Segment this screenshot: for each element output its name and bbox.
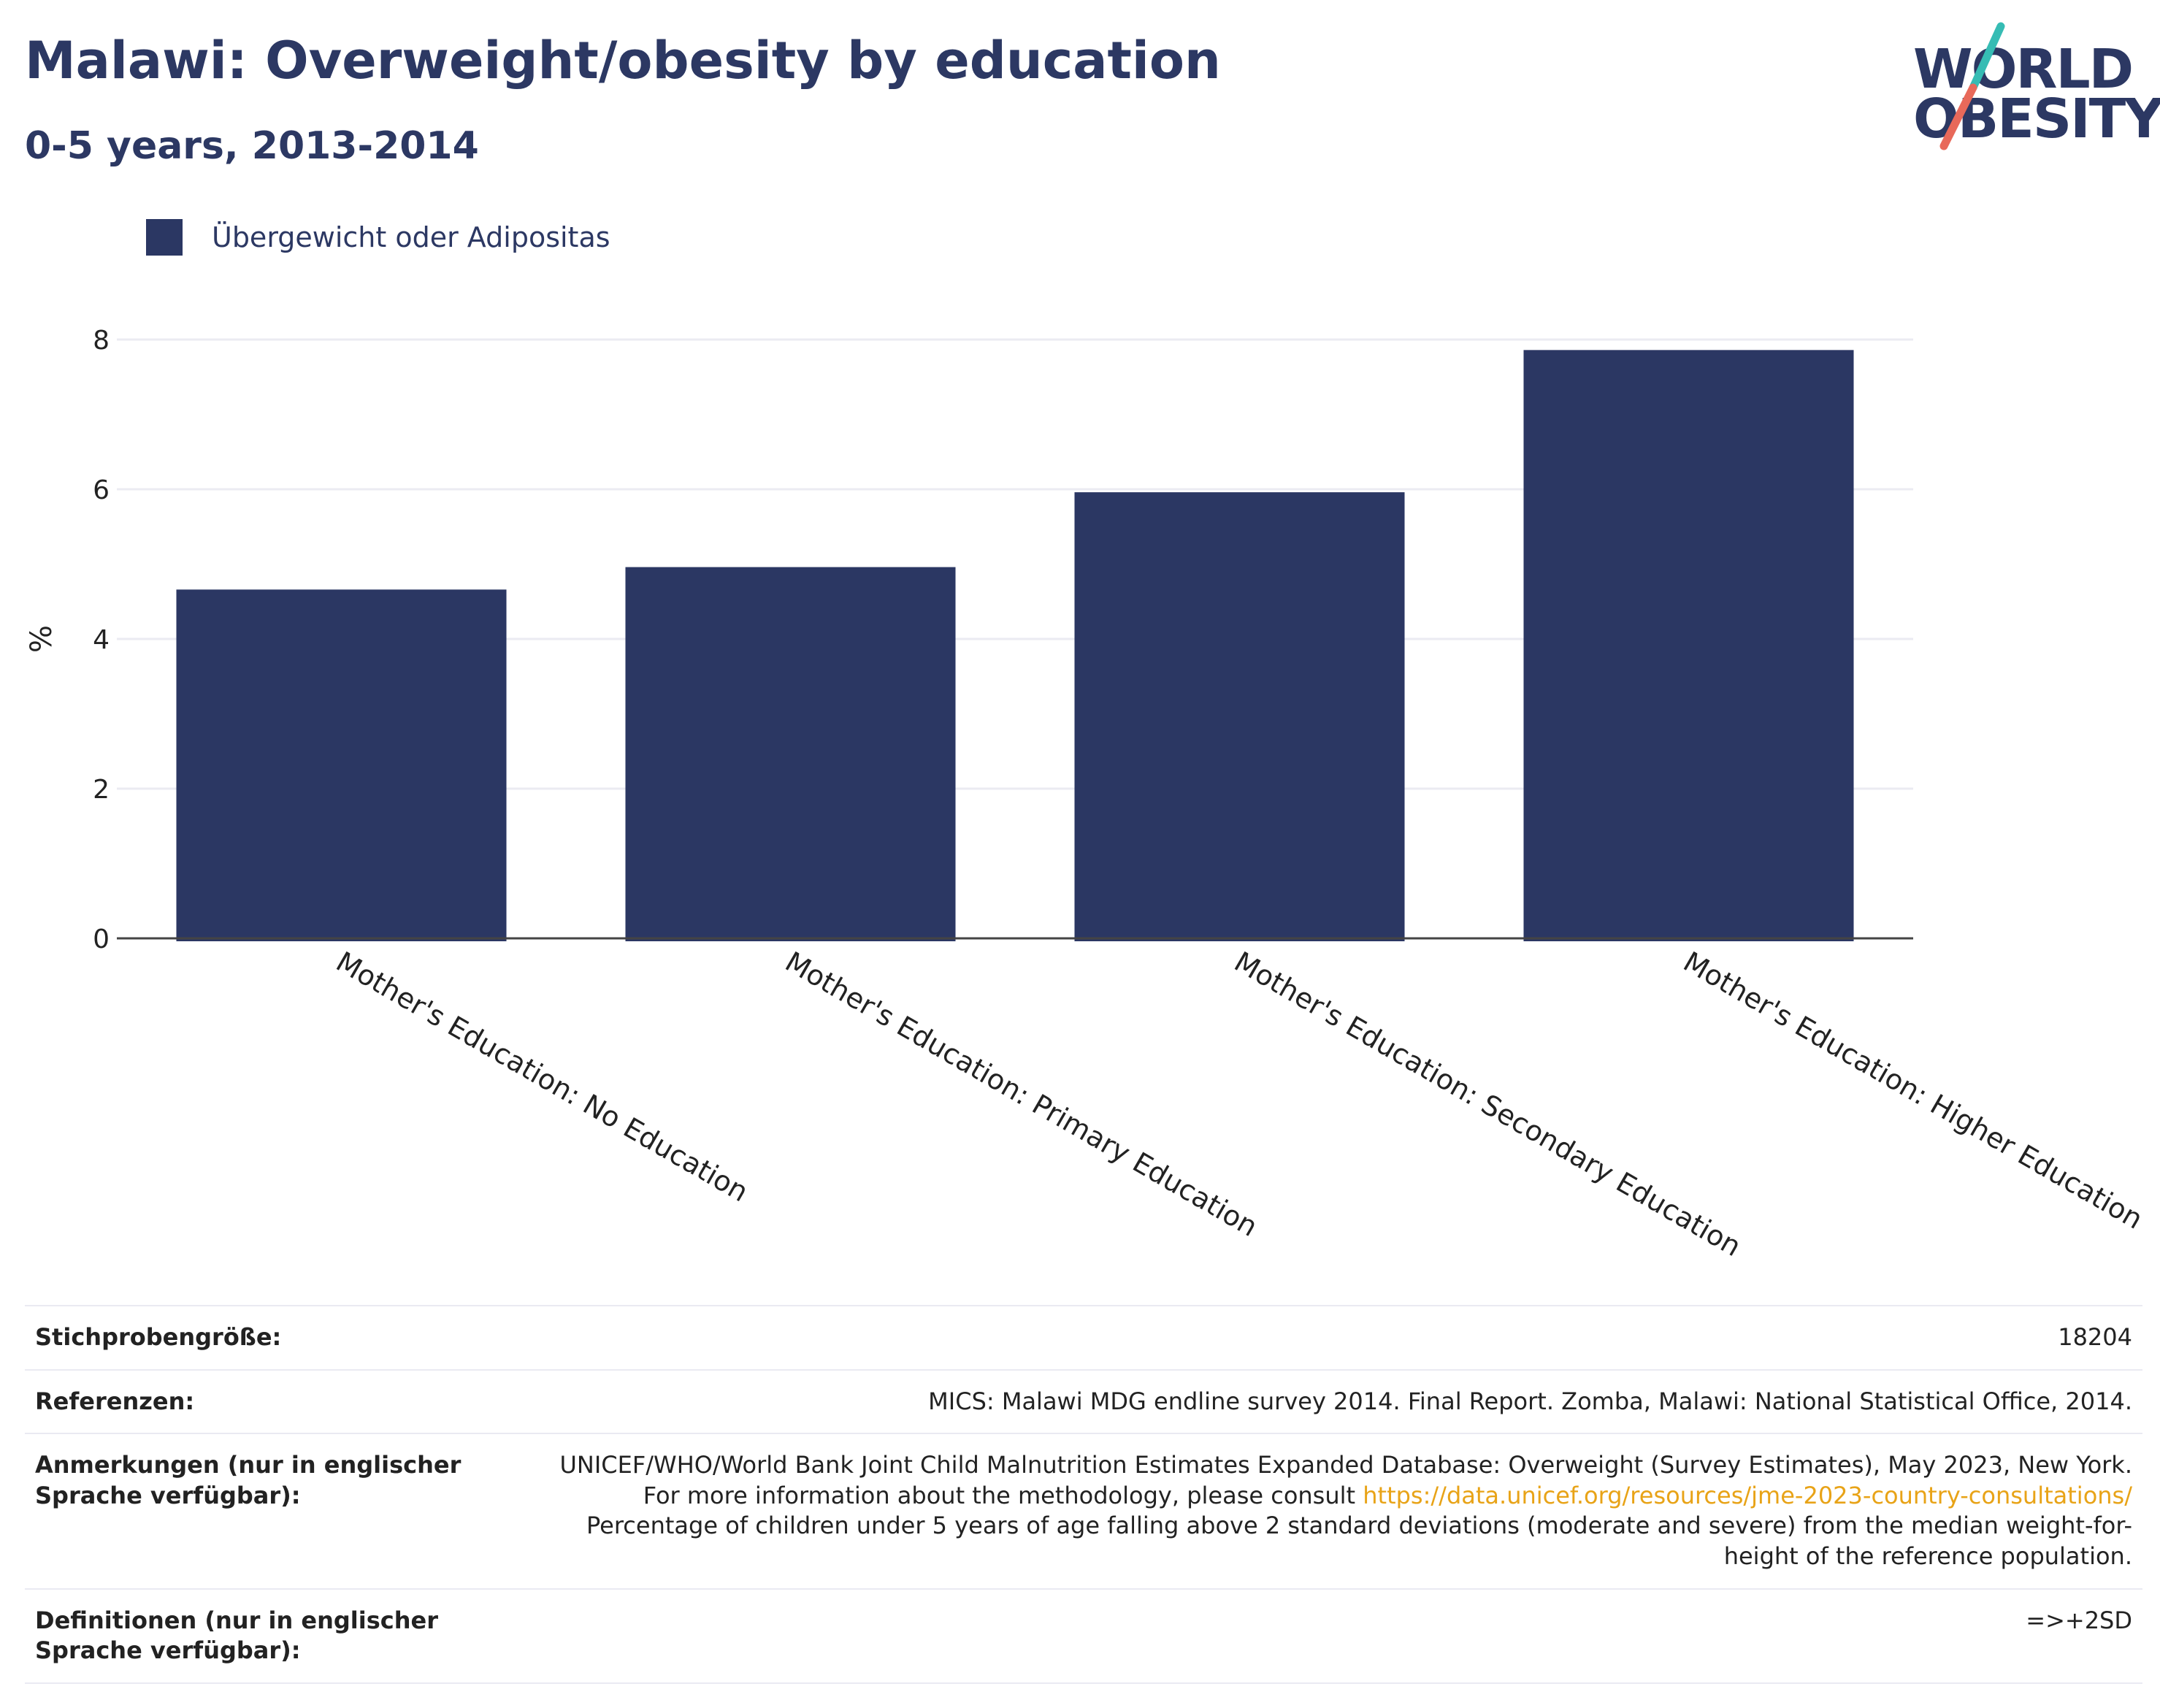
sample-size-value: 18204 [542,1305,2142,1371]
definitions-value: =>+2SD [542,1588,2142,1684]
x-tick-label: Mother's Education: No Education [331,946,754,1209]
y-tick-label: 2 [93,775,110,805]
x-tick-label: Mother's Education: Higher Education [1678,946,2148,1236]
sample-size-label: Stichprobengröße: [25,1305,542,1371]
table-row: Referenzen: MICS: Malawi MDG endline sur… [25,1368,2142,1435]
bar-3[interactable] [1074,492,1405,941]
y-tick-label: 0 [93,924,110,954]
table-row: Definitionen (nur in englischer Sprache … [25,1588,2142,1684]
bar-2[interactable] [625,567,956,941]
chart-subtitle: 0-5 years, 2013-2014 [25,124,479,168]
references-value: MICS: Malawi MDG endline survey 2014. Fi… [542,1368,2142,1435]
notes-text-2: Percentage of children under 5 years of … [586,1512,2132,1570]
bar-4[interactable] [1523,350,1854,942]
y-axis-label: % [25,625,58,653]
world-obesity-logo: WORLD OBESITY [1906,22,2160,153]
y-tick-label: 6 [93,475,110,505]
logo-slash-icon [1939,22,2005,150]
chart-title: Malawi: Overweight/obesity by education [25,31,1221,91]
bar-1[interactable] [176,589,507,941]
info-table: Stichprobengröße: 18204 Referenzen: MICS… [25,1305,2142,1684]
notes-label: Anmerkungen (nur in englischer Sprache v… [25,1433,542,1590]
legend-swatch [146,219,183,256]
y-tick-label: 4 [93,625,110,655]
table-row: Stichprobengröße: 18204 [25,1305,2142,1371]
references-label: Referenzen: [25,1368,542,1435]
definitions-label: Definitionen (nur in englischer Sprache … [25,1588,542,1684]
notes-text-1: UNICEF/WHO/World Bank Joint Child Malnut… [559,1451,2133,1509]
legend-label: Übergewicht oder Adipositas [212,221,610,253]
y-tick-label: 8 [93,326,110,356]
notes-value: UNICEF/WHO/World Bank Joint Child Malnut… [542,1433,2142,1590]
table-row: Anmerkungen (nur in englischer Sprache v… [25,1433,2142,1590]
x-tick-label: Mother's Education: Primary Education [780,946,1263,1243]
x-tick-label: Mother's Education: Secondary Education [1229,946,1747,1263]
logo-line-1: WORLD [1913,38,2134,101]
methodology-link[interactable]: https://data.unicef.org/resources/jme-20… [1363,1481,2132,1509]
